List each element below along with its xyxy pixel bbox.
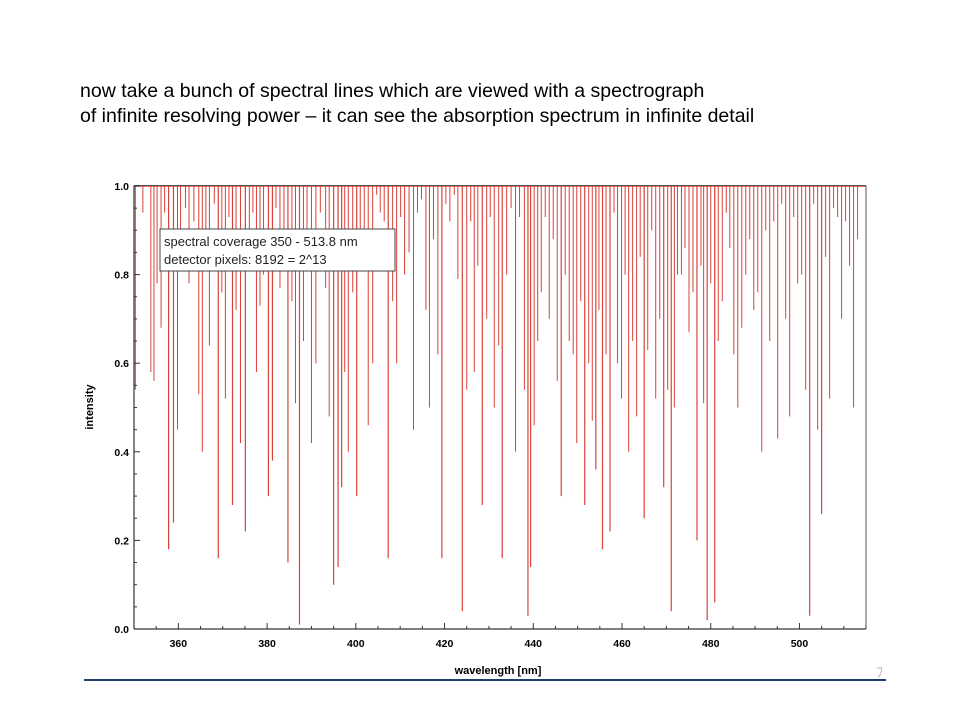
y-tick-label: 0.2 xyxy=(114,535,129,547)
x-tick-label: 400 xyxy=(347,638,365,650)
y-tick-label: 1.0 xyxy=(114,181,129,193)
spectral-lines xyxy=(134,186,859,625)
y-axis-title: intensity xyxy=(84,384,96,430)
x-ticks: 360 380 400 420 440 460 480 500 xyxy=(155,623,867,650)
legend-line-2: detector pixels: 8192 = 2^13 xyxy=(164,252,327,267)
y-ticks: 0.0 0.2 0.4 0.6 0.8 1.0 xyxy=(114,181,140,636)
caption-line-1: now take a bunch of spectral lines which… xyxy=(80,80,705,102)
x-tick-label: 460 xyxy=(613,638,631,650)
legend-box: spectral coverage 350 - 513.8 nm detecto… xyxy=(159,228,396,272)
y-tick-label: 0.4 xyxy=(114,447,129,459)
slide-caption: now take a bunch of spectral lines which… xyxy=(80,79,754,129)
x-tick-label: 500 xyxy=(791,638,809,650)
corner-mark: ﾌ xyxy=(876,665,883,681)
x-tick-label: 440 xyxy=(525,638,543,650)
x-tick-label: 380 xyxy=(258,638,276,650)
x-tick-label: 420 xyxy=(436,638,454,650)
y-tick-label: 0.6 xyxy=(114,358,129,370)
y-tick-label: 0.8 xyxy=(114,270,129,282)
x-tick-label: 360 xyxy=(170,638,188,650)
caption-line-2: of infinite resolving power – it can see… xyxy=(80,105,755,127)
x-axis-title: wavelength [nm] xyxy=(454,665,542,677)
y-tick-label: 0.0 xyxy=(114,624,129,636)
legend-frame xyxy=(159,228,396,272)
x-tick-label: 480 xyxy=(702,638,720,650)
legend-line-1: spectral coverage 350 - 513.8 nm xyxy=(164,234,358,249)
